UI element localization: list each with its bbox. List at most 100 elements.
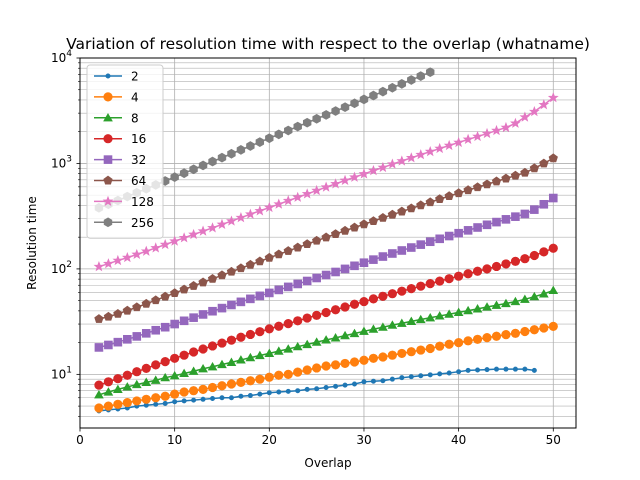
data-point-128	[197, 225, 209, 236]
data-point-128	[491, 124, 502, 136]
x-tick-label: 20	[262, 433, 277, 447]
data-point-4	[151, 393, 161, 403]
data-point-32	[236, 297, 246, 307]
data-point-32	[501, 215, 511, 224]
data-point-256	[388, 82, 397, 93]
data-point-32	[388, 249, 397, 258]
data-point-128	[424, 145, 436, 157]
data-point-2	[437, 371, 443, 377]
data-point-128	[235, 212, 247, 223]
legend-label: 2	[131, 70, 139, 84]
data-point-16	[198, 344, 208, 354]
data-point-64	[501, 173, 511, 183]
data-point-64	[255, 256, 265, 266]
series-8	[94, 285, 559, 399]
data-point-16	[141, 363, 151, 373]
data-point-64	[510, 170, 521, 180]
data-point-16	[132, 367, 142, 377]
data-point-16	[501, 259, 511, 269]
data-point-128	[121, 251, 133, 263]
data-point-8	[188, 366, 199, 375]
data-point-16	[463, 269, 473, 279]
data-point-8	[160, 372, 171, 382]
data-point-2	[342, 382, 348, 388]
data-point-16	[425, 279, 435, 289]
data-point-16	[113, 374, 123, 384]
data-point-2	[285, 388, 291, 394]
data-point-128	[216, 218, 228, 230]
data-point-256	[293, 121, 302, 132]
data-point-32	[160, 322, 170, 332]
data-point-2	[484, 367, 490, 373]
data-point-16	[245, 329, 255, 340]
data-point-2	[333, 383, 339, 389]
data-point-8	[179, 368, 189, 378]
data-point-64	[312, 235, 322, 245]
data-point-128	[320, 181, 332, 192]
data-point-8	[453, 307, 464, 316]
legend-label: 32	[131, 153, 146, 167]
data-point-2	[219, 395, 225, 401]
data-point-256	[426, 67, 435, 78]
legend-box	[86, 64, 164, 239]
data-point-128	[292, 191, 304, 202]
data-point-32	[141, 329, 151, 338]
data-point-8	[207, 361, 218, 371]
series-2	[96, 366, 537, 414]
data-point-4	[236, 377, 246, 387]
data-point-2	[389, 376, 395, 382]
data-point-2	[247, 393, 253, 399]
data-point-32	[179, 316, 189, 326]
data-point-128	[245, 208, 256, 219]
legend: 2 4 8 16 32 64 128 256	[86, 64, 164, 239]
data-point-8	[264, 348, 275, 358]
data-point-32	[302, 276, 312, 286]
data-point-32	[217, 303, 227, 313]
data-point-8	[548, 285, 559, 295]
data-point-2	[408, 374, 414, 380]
x-tick-label: 10	[167, 433, 182, 447]
data-point-16	[491, 261, 502, 272]
data-point-128	[519, 111, 531, 122]
data-point-64	[122, 305, 132, 315]
data-point-16	[435, 276, 445, 286]
data-point-128	[159, 238, 171, 250]
data-point-4	[302, 365, 312, 375]
data-point-32	[246, 294, 255, 304]
data-point-16	[359, 296, 369, 307]
data-point-8	[198, 363, 208, 373]
data-point-8	[113, 384, 123, 394]
series-layer	[93, 67, 559, 414]
legend-label: 256	[131, 216, 154, 230]
legend-item-4: 4	[94, 90, 139, 104]
data-point-64	[160, 291, 170, 301]
data-point-128	[538, 99, 550, 110]
data-point-16	[406, 284, 416, 294]
data-point-256	[378, 86, 388, 97]
data-point-16	[255, 327, 265, 337]
data-point-2	[257, 391, 263, 397]
data-point-2	[314, 386, 320, 392]
data-point-4	[274, 370, 284, 380]
data-point-64	[302, 239, 312, 249]
data-point-32	[463, 226, 473, 235]
data-point-8	[520, 294, 530, 303]
data-point-256	[246, 141, 255, 151]
x-tick-label: 50	[546, 433, 561, 447]
data-point-32	[340, 264, 350, 274]
legend-marker	[105, 73, 111, 79]
legend-label: 8	[131, 111, 139, 125]
data-point-64	[387, 209, 398, 219]
data-point-2	[512, 366, 518, 372]
data-point-64	[520, 167, 530, 177]
data-point-16	[548, 243, 558, 253]
data-point-8	[236, 355, 246, 364]
legend-item-128: 128	[94, 195, 154, 209]
data-point-64	[293, 242, 303, 252]
data-point-4	[340, 358, 350, 369]
data-point-2	[475, 367, 481, 373]
data-point-64	[274, 249, 284, 259]
data-point-64	[463, 185, 473, 195]
data-point-2	[352, 381, 358, 387]
data-point-8	[463, 305, 473, 315]
